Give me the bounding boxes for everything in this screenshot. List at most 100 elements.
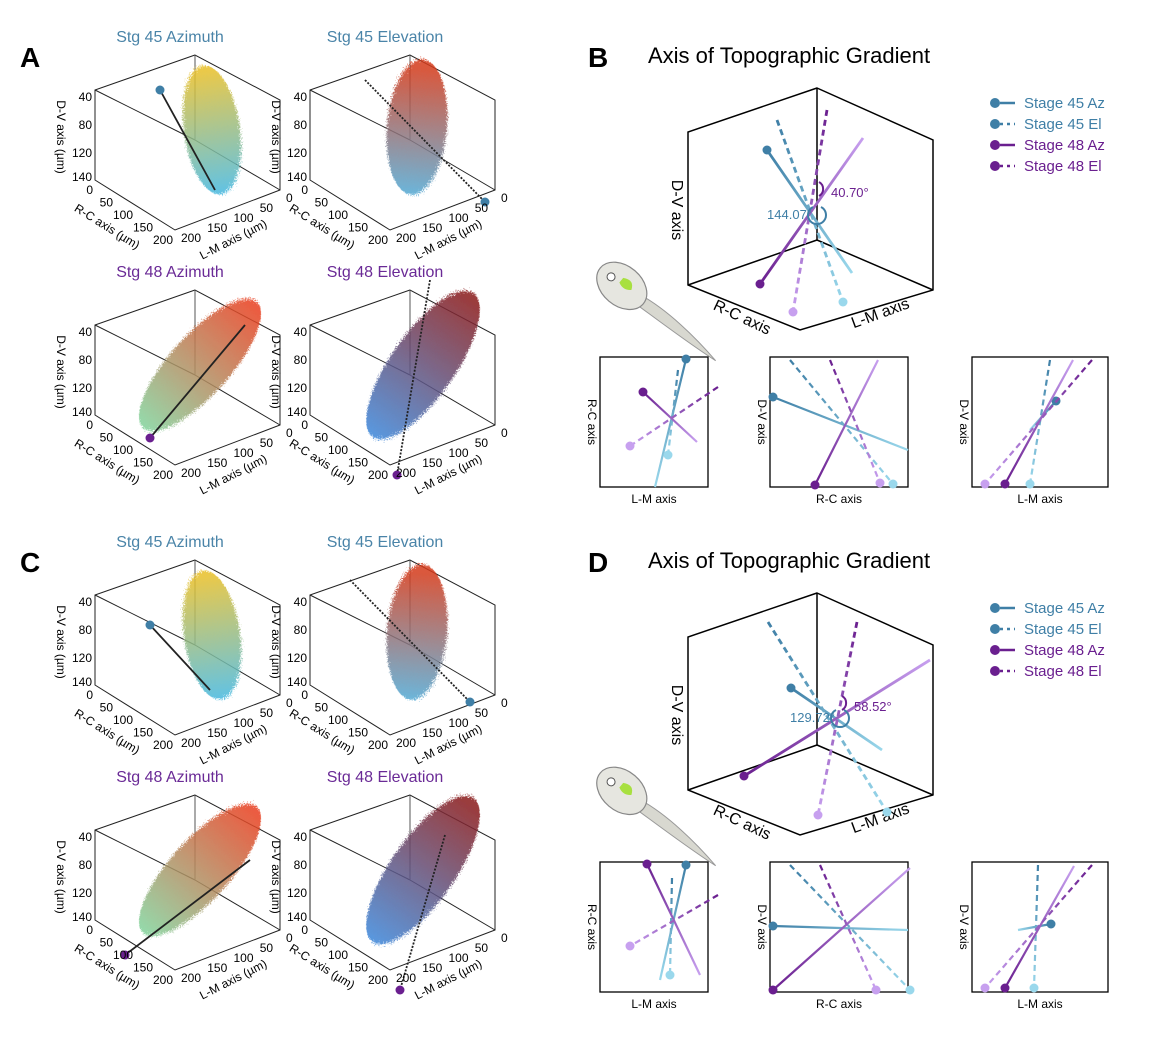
legend-item: Stage 45 Az [990, 600, 1105, 617]
grid-edge [94, 89, 196, 141]
point-cloud [386, 564, 448, 700]
projection-plot: L-M axis D-V axis [957, 861, 1109, 1011]
projected-axis-stage-45-az-endpoint [1046, 919, 1056, 929]
projected-axis-stage-45-az [653, 358, 688, 488]
rc-tick-label: 50 [100, 431, 114, 445]
rc-tick-label: 0 [301, 183, 308, 197]
dv-axis-label: D-V axis (µm) [54, 605, 68, 679]
projected-axis-stage-48-el-endpoint [625, 441, 635, 451]
angle-label-stage48: 40.70° [831, 185, 869, 200]
projection-plot: L-M axis R-C axis [585, 859, 719, 1011]
rc-tick-label: 150 [133, 221, 153, 235]
projected-axis-stage-48-el [984, 359, 1093, 485]
plot-box [687, 87, 934, 331]
dv-tick-label: 40 [294, 325, 308, 339]
lm-tick-label: 100 [234, 211, 254, 225]
dv-tick-label: 80 [294, 353, 308, 367]
legend-item: Stage 45 El [990, 621, 1102, 638]
lm-tick-label: 100 [234, 951, 254, 965]
projected-axis-stage-45-az [658, 864, 688, 981]
projected-axis-stage-45-az [772, 395, 909, 452]
tadpole-tail [633, 799, 717, 867]
rc-tick-label: 200 [153, 468, 173, 482]
dv-tick-label: 120 [72, 146, 92, 160]
dv-axis-label: D-V axis (µm) [269, 100, 283, 174]
scatter-3d-plot: Stg 48 Azimuth 40 80 120 140 D-V axis (µm) 0 50… [54, 264, 293, 497]
gradient-axis-stage-48-az-endpoint [739, 771, 749, 781]
lm-tick-label: 50 [475, 706, 489, 720]
gradient-axis-line [149, 624, 211, 691]
rc-tick-label: 50 [100, 701, 114, 715]
gradient-axis-endpoint [392, 470, 402, 480]
dv-tick-label: 40 [79, 325, 93, 339]
legend-item: Stage 45 El [990, 116, 1102, 133]
rc-tick-label: 150 [133, 726, 153, 740]
legend-item: Stage 48 Az [990, 137, 1105, 154]
rc-axis-label: R-C axis [711, 297, 774, 338]
lm-tick-label: 150 [422, 726, 442, 740]
legend-marker [990, 119, 1000, 129]
lm-axis-label: L-M axis [849, 800, 912, 837]
box-edge [816, 744, 934, 796]
tectum [619, 782, 633, 796]
x-axis-label: L-M axis [631, 492, 676, 506]
gradient-axis-line [364, 79, 486, 203]
gradient-axis-stage-45-el [766, 621, 889, 813]
projected-axis-stage-48-el [818, 864, 878, 991]
projected-axis-stage-45-el-endpoint [888, 479, 898, 489]
gradient-axis-line [149, 324, 246, 439]
projection-plot: L-M axis R-C axis [585, 354, 719, 506]
rc-tick-label: 200 [153, 973, 173, 987]
scatter-3d-plot: Stg 45 Elevation 40 80 120 140 D-V axis (µm) 0… [269, 534, 508, 767]
plot-box [687, 592, 934, 836]
point-cloud [366, 795, 480, 945]
dv-axis-label: D-V axis (µm) [269, 840, 283, 914]
gradient-axis-endpoint [395, 985, 405, 995]
projection-box [971, 861, 1109, 993]
dv-tick-label: 40 [79, 830, 93, 844]
legend-marker [990, 98, 1000, 108]
projected-axis-stage-45-el [1032, 864, 1040, 989]
rc-tick-label: 100 [328, 948, 348, 962]
projection-box [769, 356, 909, 488]
scatter-3d-plot: Stg 45 Azimuth 40 80 120 140 D-V axis (µm) 0 50… [54, 29, 293, 262]
projected-axis-stage-48-el-endpoint [625, 941, 635, 951]
plot-title: Stg 45 Azimuth [116, 534, 224, 551]
dv-axis-label: D-V axis [668, 685, 685, 745]
panel-letter: C [20, 547, 40, 578]
projection-box [971, 356, 1109, 488]
lm-tick-label: 150 [207, 221, 227, 235]
lm-tick-label: 50 [475, 941, 489, 955]
dv-axis-label: D-V axis [668, 180, 685, 240]
projected-axis-stage-48-az [642, 391, 698, 443]
rc-tick-label: 200 [368, 738, 388, 752]
projected-axis-stage-45-az [772, 924, 909, 932]
lm-tick-label: 0 [286, 426, 293, 440]
plot-title: Stg 45 Elevation [327, 534, 444, 551]
gradient-axis-endpoint [465, 697, 475, 707]
scatter-3d-plot: Stg 45 Elevation 40 80 120 140 D-V axis (µm) 0… [269, 29, 508, 262]
angle-arc-45 [807, 206, 827, 226]
legend-label: Stage 45 El [1024, 116, 1102, 133]
legend-marker [990, 161, 1000, 171]
dv-tick-label: 120 [287, 146, 307, 160]
rc-tick-label: 0 [86, 418, 93, 432]
plot-title: Stg 48 Azimuth [116, 264, 224, 281]
projection-box [599, 861, 709, 993]
rc-axis-label: R-C axis [711, 802, 774, 843]
panel-letter: D [588, 547, 608, 578]
rc-tick-label: 50 [100, 936, 114, 950]
dv-tick-label: 120 [287, 381, 307, 395]
rc-tick-label: 150 [133, 961, 153, 975]
point-cloud [366, 290, 480, 440]
angle-arc-45 [830, 709, 850, 729]
point-cloud [182, 65, 242, 195]
projected-axis-stage-45-az-endpoint [681, 860, 691, 870]
projected-axis-stage-45-az [1017, 922, 1052, 932]
projected-axis-stage-48-az [646, 863, 701, 976]
dv-tick-label: 80 [79, 623, 93, 637]
rc-tick-label: 0 [86, 923, 93, 937]
rc-tick-label: 200 [153, 738, 173, 752]
lm-tick-label: 0 [286, 931, 293, 945]
